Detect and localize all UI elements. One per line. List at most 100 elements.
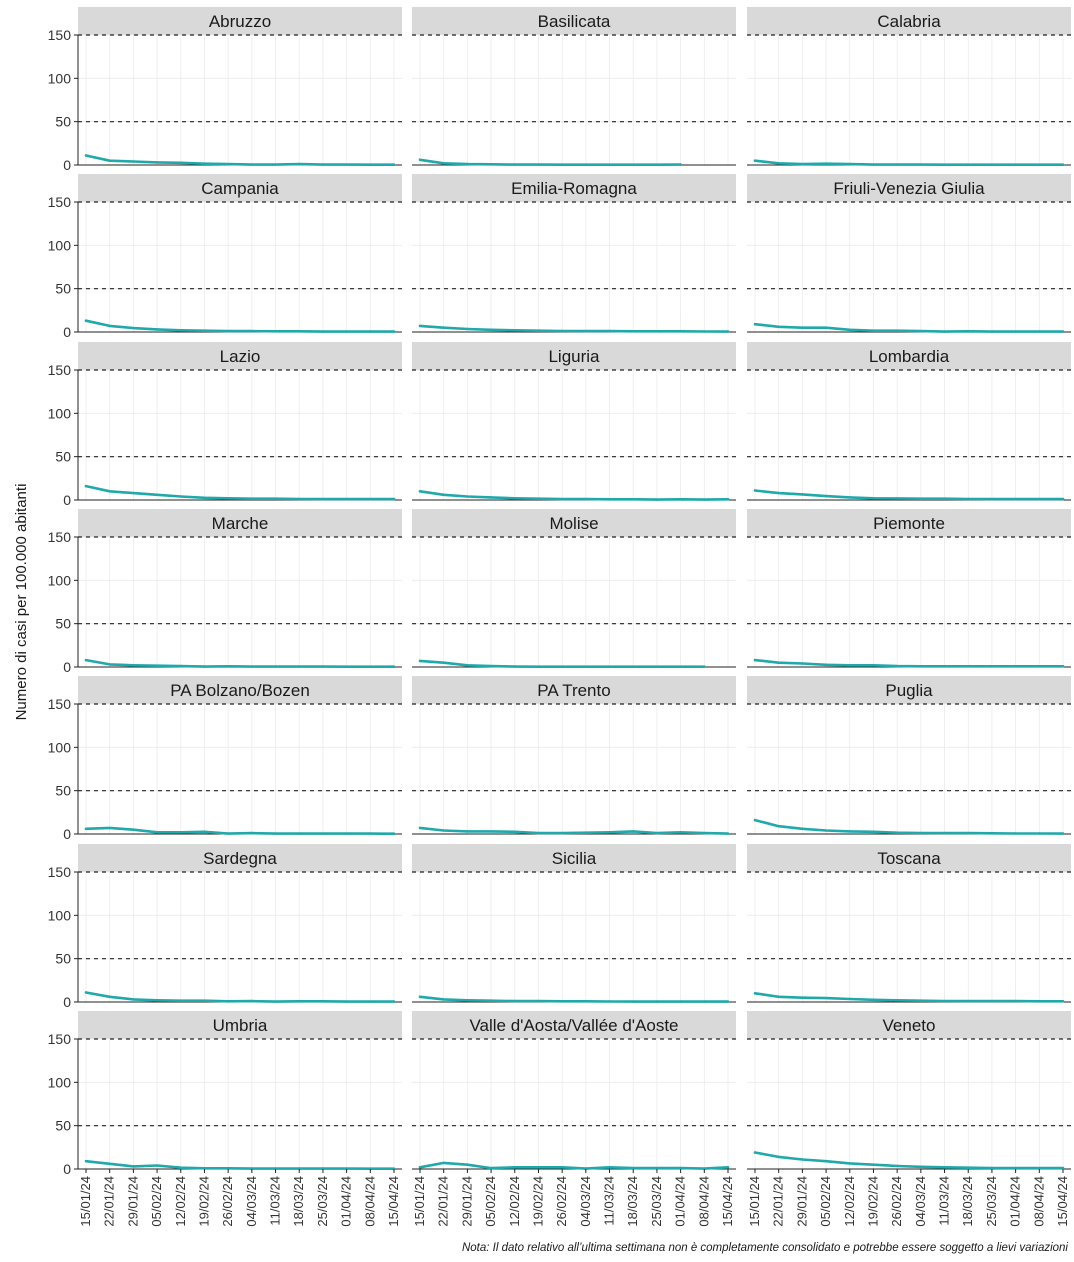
data-point: [321, 497, 325, 501]
facet-panel: Valle d'Aosta/Vallée d'Aoste 15/01/24 22/0…: [412, 1011, 736, 1227]
data-point: [155, 493, 159, 496]
data-point: [824, 829, 828, 832]
facet-panel: Liguria: [412, 342, 736, 501]
data-point: [726, 832, 730, 835]
data-point: [418, 490, 422, 493]
data-point: [703, 498, 706, 501]
data-point: [179, 495, 182, 498]
x-tick-label: 05/02/24: [483, 1176, 498, 1227]
y-tick-label: 150: [48, 696, 72, 712]
y-tick-label: 50: [55, 281, 71, 297]
data-point: [418, 1166, 422, 1169]
facet-panel: Sicilia: [412, 844, 736, 1003]
data-point: [489, 496, 493, 499]
data-point: [298, 665, 301, 668]
data-point: [513, 329, 516, 332]
data-point: [753, 489, 757, 492]
data-point: [848, 997, 851, 1001]
data-point: [824, 663, 828, 667]
facet-strip: [78, 676, 402, 704]
data-point: [824, 326, 828, 329]
data-point: [560, 329, 564, 333]
data-point: [345, 665, 348, 668]
data-point: [226, 329, 230, 333]
data-point: [608, 498, 611, 501]
x-tick-label: 19/02/24: [196, 1176, 211, 1227]
data-point: [943, 497, 946, 500]
data-point: [155, 999, 159, 1002]
data-point: [537, 1166, 540, 1169]
data-point: [132, 998, 135, 1001]
facet-panel: Lazio 0 50 100 150: [48, 342, 402, 508]
y-tick-label: 50: [55, 783, 71, 799]
data-point: [632, 1166, 635, 1170]
data-point: [895, 664, 899, 668]
x-tick-label: 05/02/24: [818, 1176, 833, 1227]
data-point: [679, 1000, 682, 1003]
data-point: [369, 1000, 372, 1003]
facet-panel: Friuli-Venezia Giulia: [747, 174, 1071, 333]
facet-panel: Umbria 0 50 100 150 15/01/24 22/01/24 29/01/24 0…: [48, 1011, 402, 1227]
data-point: [466, 327, 469, 331]
data-point: [943, 1166, 946, 1169]
data-point: [1014, 497, 1017, 501]
data-point: [872, 497, 875, 500]
data-point: [1061, 163, 1065, 166]
facet-title: Molise: [549, 514, 598, 533]
data-point: [84, 827, 88, 830]
facet-title: Lombardia: [869, 347, 950, 366]
data-point: [990, 999, 994, 1003]
data-point: [703, 330, 706, 333]
facet-title: Umbria: [213, 1016, 268, 1035]
series-line: [84, 154, 396, 166]
data-point: [726, 498, 730, 501]
data-point: [250, 329, 254, 333]
x-tick-label: 15/01/24: [78, 1176, 93, 1227]
y-tick-label: 0: [63, 492, 71, 508]
data-point: [967, 831, 970, 835]
data-point: [108, 1162, 111, 1166]
data-point: [537, 329, 540, 332]
y-tick-label: 0: [63, 1161, 71, 1177]
data-point: [537, 665, 540, 668]
data-point: [824, 1160, 828, 1163]
facet-title: Valle d'Aosta/Vallée d'Aoste: [469, 1016, 678, 1035]
x-tick-label: 19/02/24: [865, 1176, 880, 1227]
data-point: [108, 995, 111, 998]
data-point: [1038, 832, 1041, 835]
data-point: [895, 831, 899, 834]
data-point: [132, 160, 135, 163]
x-tick-label: 18/03/24: [960, 1176, 975, 1227]
x-tick-label: 11/03/24: [602, 1176, 617, 1226]
data-point: [1014, 999, 1017, 1003]
data-point: [442, 493, 445, 496]
data-point: [369, 1167, 372, 1170]
facet-title: Campania: [201, 179, 279, 198]
y-tick-label: 150: [48, 529, 72, 545]
y-tick-label: 100: [48, 70, 72, 86]
x-tick-label: 04/03/24: [913, 1176, 928, 1227]
facet-panel: Molise: [412, 509, 736, 668]
data-point: [919, 1165, 923, 1169]
data-point: [250, 497, 254, 500]
facet-panel: Puglia: [747, 676, 1071, 835]
data-point: [801, 1158, 804, 1161]
data-point: [466, 830, 469, 833]
facet-title: Veneto: [883, 1016, 936, 1035]
data-point: [967, 497, 970, 501]
facet-strip: [412, 174, 736, 202]
data-point: [943, 999, 946, 1003]
y-tick-label: 150: [48, 27, 72, 43]
data-point: [179, 999, 182, 1002]
data-point: [392, 665, 396, 668]
x-tick-label: 01/04/24: [1008, 1176, 1023, 1227]
y-tick-label: 50: [55, 449, 71, 465]
data-point: [1014, 665, 1017, 668]
data-point: [655, 163, 659, 166]
x-tick-label: 18/03/24: [625, 1176, 640, 1227]
x-tick-label: 04/03/24: [244, 1176, 259, 1227]
data-point: [321, 1000, 325, 1003]
facet-title: Puglia: [885, 681, 933, 700]
data-point: [298, 162, 301, 166]
y-tick-label: 100: [48, 405, 72, 421]
